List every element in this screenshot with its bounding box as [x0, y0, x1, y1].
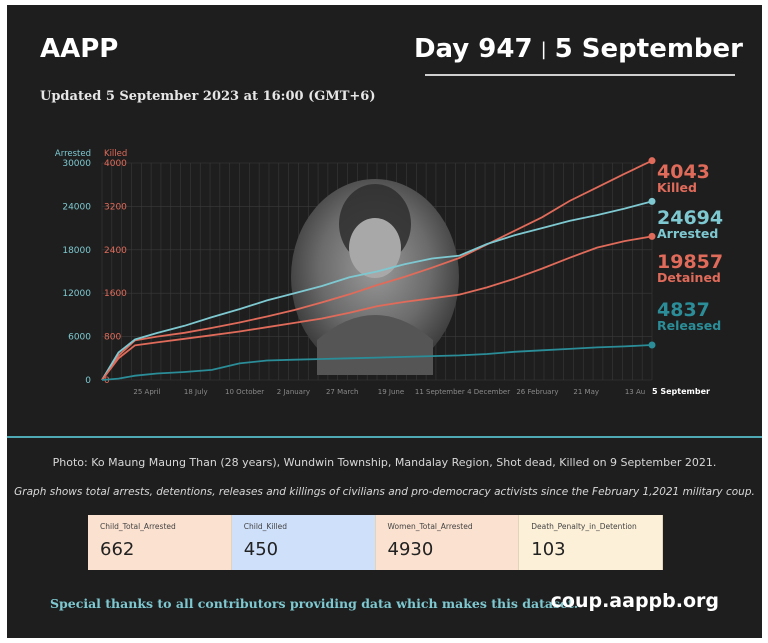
- chart-series: [101, 157, 656, 381]
- left-tick-label: 24000: [62, 202, 91, 212]
- x-tick-label: 18 July: [184, 388, 208, 396]
- x-tick-label: 5 September: [652, 387, 710, 396]
- end-label-name: Detained: [657, 270, 721, 285]
- portrait-face: [349, 218, 401, 278]
- left-axis-label: Arrested: [55, 149, 91, 159]
- stat-value: 450: [243, 539, 279, 560]
- portrait-shirt: [317, 315, 433, 375]
- end-label-value: 4043: [657, 161, 710, 183]
- series-line-detained: [101, 235, 653, 381]
- left-tick-label: 0: [85, 376, 91, 386]
- x-tick-label: 26 February: [516, 388, 558, 396]
- right-tick-label: 3200: [104, 202, 127, 212]
- series-endpoint-detained: [648, 232, 656, 240]
- thanks-note: Special thanks to all contributors provi…: [50, 596, 579, 611]
- x-tick-label: 27 March: [326, 388, 358, 396]
- stat-label: Women_Total_Arrested: [387, 522, 473, 531]
- left-tick-label: 12000: [62, 289, 91, 299]
- right-axis-label: Killed: [104, 149, 127, 159]
- series-endpoint-killed: [648, 157, 656, 165]
- x-tick-label: 4 December: [467, 388, 510, 396]
- series-line-killed: [101, 159, 653, 381]
- section-divider: [7, 436, 762, 438]
- day-number: Day 947: [413, 34, 533, 64]
- photo-caption: Photo: Ko Maung Maung Than (28 years), W…: [52, 456, 717, 469]
- right-tick-label: 1600: [104, 289, 127, 299]
- header-rule: [425, 74, 735, 76]
- end-label-value: 19857: [657, 251, 723, 273]
- end-label-name: Released: [657, 318, 721, 333]
- x-tick-label: 11 September: [415, 388, 465, 396]
- right-tick-label: 2400: [104, 246, 127, 256]
- day-counter: Day 947 | 5 September: [414, 34, 743, 64]
- brand-title: AAPP: [40, 34, 119, 64]
- day-separator: |: [540, 38, 547, 60]
- graph-caption: Graph shows total arrests, detentions, r…: [14, 486, 755, 498]
- stat-label: Child_Total_Arrested: [100, 522, 176, 531]
- timeline-chart: 0 0 6000 800 12000 1600 18000 2400 24000 3200 3000…: [55, 149, 723, 396]
- series-endpoint-released: [648, 341, 656, 349]
- left-tick-label: 30000: [62, 159, 91, 169]
- stat-label: Child_Killed: [243, 522, 287, 531]
- stat-value: 103: [531, 539, 566, 560]
- x-tick-label: 25 April: [133, 388, 160, 396]
- x-tick-label: 2 January: [277, 388, 310, 396]
- x-tick-label: 13 Au: [625, 388, 645, 396]
- left-tick-label: 18000: [62, 246, 91, 256]
- stat-child-total-arrested: Child_Total_Arrested 662: [88, 515, 232, 570]
- end-label-value: 24694: [657, 207, 723, 229]
- series-endpoint-arrested: [648, 197, 656, 205]
- right-tick-label: 800: [104, 333, 121, 343]
- series-line-released: [101, 344, 653, 381]
- end-label-name: Killed: [657, 180, 697, 195]
- updated-timestamp: Updated 5 September 2023 at 16:00 (GMT+6…: [40, 89, 376, 104]
- stat-child-killed: Child_Killed 450: [231, 515, 376, 570]
- right-tick-label: 4000: [104, 159, 127, 169]
- stat-death-penalty: Death_Penalty_in_Detention 103: [519, 515, 663, 570]
- series-line-arrested: [101, 200, 653, 381]
- chart-axes: 0 0 6000 800 12000 1600 18000 2400 24000 3200 3000…: [55, 149, 710, 396]
- x-tick-label: 19 June: [378, 388, 404, 396]
- day-date: 5 September: [554, 34, 743, 64]
- website-link[interactable]: coup.aappb.org: [550, 590, 719, 612]
- x-tick-label: 21 May: [573, 388, 599, 396]
- stats-bar: Child_Total_Arrested 662 Child_Killed 45…: [88, 515, 663, 570]
- right-tick-label: 0: [104, 376, 110, 386]
- left-tick-label: 6000: [68, 333, 91, 343]
- x-tick-label: 10 October: [225, 388, 264, 396]
- end-label-name: Arrested: [657, 226, 718, 241]
- stat-label: Death_Penalty_in_Detention: [531, 522, 637, 531]
- end-label-value: 4837: [657, 299, 710, 321]
- stat-women-total-arrested: Women_Total_Arrested 4930: [375, 515, 520, 570]
- stat-value: 4930: [387, 539, 434, 560]
- stat-value: 662: [100, 539, 135, 560]
